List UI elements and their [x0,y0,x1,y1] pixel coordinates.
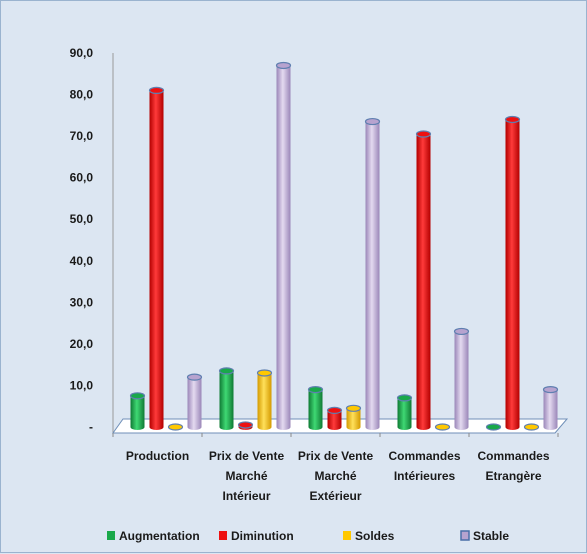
bar-cap [415,130,432,138]
legend-swatch [460,530,470,541]
bar-soldes [256,369,273,430]
bar-diminution [326,406,343,430]
bar-stable [275,61,292,430]
bar-body [130,395,145,430]
legend-item-soldes: Soldes [343,529,395,543]
bar-soldes [523,423,540,431]
bar-cap [326,406,343,414]
bar-cap [434,423,451,431]
y-tick-label: 30,0 [70,295,94,309]
bar-cap [504,115,521,124]
bar-diminution [415,130,432,431]
bar-body [365,121,380,431]
bar-cap [523,423,540,431]
bar-cap [186,373,203,381]
bars [129,61,559,431]
bar-cap [167,423,184,431]
category-label: Marché [314,469,356,483]
legend-item-augmentation: Augmentation [107,529,200,543]
bar-augmentation [485,423,502,431]
bar-stable [453,327,470,430]
bar-soldes [345,404,362,430]
bar-cap [275,61,292,70]
category-label: Intérieur [222,489,270,503]
bar-stable [364,117,381,431]
category-label: Marché [225,469,267,483]
legend-label: Diminution [231,529,294,543]
legend-item-stable: Stable [460,529,509,543]
bar-body [346,408,361,430]
bar-body [454,331,469,430]
category-label: Intérieures [394,469,456,483]
legend-swatch [343,531,351,540]
bar-body [276,65,291,430]
legend-label: Augmentation [119,529,200,543]
bar-diminution [504,115,521,430]
bar-cap [396,394,413,402]
bar-soldes [167,423,184,431]
bar-cap [307,386,324,394]
legend: Augmentation Diminution Soldes Stable [107,529,509,543]
bar-augmentation [307,386,324,430]
x-axis: Production Prix de Vente Marché Intérieur Pr… [112,433,559,503]
y-tick-label: - [89,420,93,434]
bar-body [149,90,164,431]
bar-body [187,377,202,430]
bar-augmentation [129,392,146,430]
y-tick-label: 50,0 [70,212,94,226]
bar-cap [542,386,559,394]
bar-diminution [148,86,165,431]
bar-cap [256,369,273,377]
bar-cap [129,392,146,400]
legend-label: Soldes [355,529,395,543]
y-tick-label: 20,0 [70,337,94,351]
bar-soldes [434,423,451,431]
bar-body [257,372,272,430]
bar-body [219,370,234,430]
bar-stable [542,386,559,430]
bar-cap [345,404,362,412]
category-label: Extérieur [309,489,361,503]
y-tick-label: 40,0 [70,254,94,268]
category-label: Prix de Vente [298,449,374,463]
category-label: Etrangère [485,469,541,483]
bar-augmentation [396,394,413,430]
y-axis: - 10,0 20,0 30,0 40,0 50,0 60,0 70,0 80,0 90,0 [70,46,94,434]
legend-label: Stable [473,529,509,543]
bar-cap [485,423,502,431]
y-tick-label: 90,0 [70,46,94,60]
y-tick-label: 80,0 [70,88,94,102]
legend-swatch [219,531,227,540]
bar-body [505,119,520,430]
bar-augmentation [218,367,235,430]
bar-cap [237,421,254,429]
bar-body [327,410,342,430]
bar-stable [186,373,203,430]
category-label: Prix de Vente [209,449,285,463]
bar-body [397,397,412,430]
plot-area: - 10,0 20,0 30,0 40,0 50,0 60,0 70,0 80,0 90,0 Pr… [70,46,569,503]
bar-body [543,389,558,430]
legend-swatch [107,531,115,540]
bar-body [416,134,431,431]
bar-diminution [237,421,254,430]
y-tick-label: 10,0 [70,378,94,392]
bar-cap [148,86,165,95]
category-label: Production [126,449,189,463]
category-label: Commandes [477,449,549,463]
category-label: Commandes [388,449,460,463]
bar-cap [364,117,381,126]
y-tick-label: 60,0 [70,171,94,185]
bar-cap [453,327,470,336]
bar-body [308,389,323,430]
bar-cap [218,367,235,375]
y-tick-label: 70,0 [70,129,94,143]
legend-item-diminution: Diminution [219,529,294,543]
